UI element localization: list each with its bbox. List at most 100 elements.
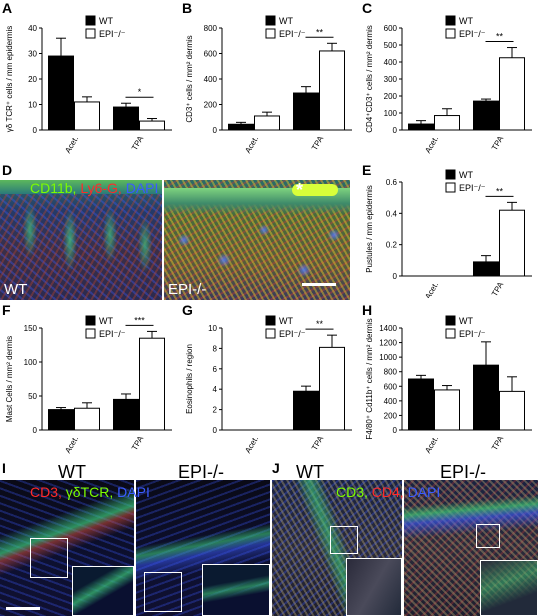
stain-dapi-i: DAPI: [117, 484, 150, 500]
y-tick-label-h-7: 1400: [379, 324, 397, 333]
legend-label-epi-f: EPI⁻/⁻: [99, 329, 126, 339]
category-label-e-1: TPA: [490, 280, 506, 298]
y-tick-label-c-4: 400: [384, 58, 398, 67]
y-tick-label-f-3: 150: [24, 324, 38, 333]
y-tick-label-b-4: 800: [204, 24, 218, 33]
inset-enlarged-i-epi: [202, 564, 270, 616]
y-tick-label-g-3: 6: [213, 365, 218, 374]
legend-label-wt-c: WT: [459, 16, 473, 26]
bar-f-wt-1: [113, 398, 139, 431]
inset-enlarged-j-wt: [346, 558, 402, 616]
inset-enlarged-i-wt: [72, 566, 134, 616]
inset-enlarged-j-epi: [480, 560, 538, 616]
legend-swatch-epi-b: [265, 28, 276, 39]
y-tick-label-g-4: 8: [213, 344, 218, 353]
inset-box-j-epi: [476, 524, 500, 548]
y-tick-label-a-3: 30: [28, 50, 37, 59]
micrograph-j-wt: [272, 480, 402, 616]
legend-label-epi-e: EPI⁻/⁻: [459, 183, 486, 193]
panel-label-a: A: [2, 0, 13, 16]
panel-label-e: E: [362, 162, 372, 178]
micrograph-j-epi: [404, 480, 538, 616]
bar-c-epi-0: [434, 115, 460, 131]
micrograph-i-epi: [136, 480, 270, 616]
stain-ly6g: Ly6-G,: [80, 180, 122, 196]
legend-swatch-wt-a: [85, 15, 96, 26]
y-tick-label-b-1: 200: [204, 101, 218, 110]
panel-label-c: C: [362, 0, 373, 16]
legend-label-epi-b: EPI⁻/⁻: [279, 29, 306, 39]
y-tick-label-h-3: 600: [384, 382, 398, 391]
legend-swatch-wt-g: [265, 315, 276, 326]
panel-label-h: H: [362, 302, 373, 318]
bar-h-epi-0: [434, 389, 460, 431]
stain-cd3-i: CD3,: [30, 484, 62, 500]
significance-label-c: **: [496, 32, 504, 42]
legend-swatch-epi-e: [445, 182, 456, 193]
bar-b-wt-0: [228, 123, 254, 131]
category-label-h-1: TPA: [490, 434, 506, 452]
y-tick-label-c-3: 300: [384, 75, 398, 84]
micro-d-label-wt: WT: [4, 281, 28, 298]
y-tick-label-e-0: 0: [393, 272, 398, 281]
legend-label-wt-b: WT: [279, 16, 293, 26]
y-tick-label-c-2: 200: [384, 92, 398, 101]
legend-swatch-wt-b: [265, 15, 276, 26]
bar-f-epi-1: [139, 337, 165, 431]
y-tick-label-b-3: 600: [204, 50, 218, 59]
y-tick-label-f-0: 0: [33, 426, 38, 435]
chart-g: 0 2 4 6 8 10 Eosinophils / region Acet. TPA ** WT E…: [185, 315, 352, 455]
panel-label-b: B: [182, 0, 193, 16]
y-tick-label-h-0: 0: [393, 426, 398, 435]
legend-swatch-epi-f: [85, 328, 96, 339]
panel-label-f: F: [2, 302, 11, 318]
bar-a-wt-1: [113, 106, 139, 131]
bar-c-epi-1: [499, 57, 525, 131]
inset-box-j-wt: [330, 526, 358, 554]
bar-a-epi-1: [139, 120, 165, 131]
bar-b-epi-1: [319, 50, 345, 131]
significance-label-a: *: [138, 87, 142, 97]
legend-label-wt-e: WT: [459, 170, 473, 180]
y-tick-label-g-2: 4: [213, 385, 218, 394]
pustule-highlight: [292, 184, 338, 196]
stain-dapi-d: DAPI: [125, 180, 159, 196]
y-tick-label-b-0: 0: [213, 126, 218, 135]
significance-label-f: ***: [134, 315, 145, 325]
micro-i-header-epi: EPI-/-: [178, 462, 225, 482]
legend-label-epi-g: EPI⁻/⁻: [279, 329, 306, 339]
inset-box-i-wt: [30, 538, 68, 578]
y-axis-label-h: F4/80⁺ Cd11b⁺ cells / mm² dermis: [365, 318, 374, 439]
micro-d-asterisk: *: [296, 180, 304, 200]
y-tick-label-a-4: 40: [28, 24, 37, 33]
significance-label-e: **: [496, 186, 504, 196]
category-label-c-1: TPA: [490, 134, 506, 152]
legend-swatch-wt-e: [445, 169, 456, 180]
category-label-g-1: TPA: [310, 434, 326, 452]
y-tick-label-c-6: 600: [384, 24, 398, 33]
category-label-c-0: Acet.: [423, 135, 440, 155]
y-tick-label-h-1: 200: [384, 411, 398, 420]
legend-label-wt-f: WT: [99, 316, 113, 326]
chart-a: 0 10 20 30 40 γδ TCR⁺ cells / mm epidermis Ace…: [5, 15, 172, 155]
stain-gdtcr: γδTCR,: [65, 484, 114, 500]
legend-label-wt-h: WT: [459, 316, 473, 326]
bar-c-wt-0: [408, 123, 434, 131]
y-tick-label-e-2: 0.4: [386, 209, 398, 218]
category-label-a-0: Acet.: [63, 135, 80, 155]
stain-dapi-j: DAPI: [407, 484, 441, 500]
panel-label-d: D: [2, 162, 13, 178]
legend-label-epi-c: EPI⁻/⁻: [459, 29, 486, 39]
stain-cd4: CD4,: [371, 484, 404, 500]
scale-bar-i: [6, 607, 40, 610]
y-tick-label-a-1: 10: [28, 101, 37, 110]
significance-label-g: **: [316, 319, 324, 329]
category-label-g-0: Acet.: [243, 435, 260, 455]
chart-b: 0 200 400 600 800 CD3⁺ cells / mm² dermis Acet…: [185, 15, 352, 155]
bar-g-wt-1: [293, 390, 319, 431]
category-label-f-0: Acet.: [63, 435, 80, 455]
y-tick-label-h-5: 1000: [379, 353, 397, 362]
chart-c: 0 100 200 300 400 500 600 CD4⁺CD3⁺ cells / mm² …: [365, 15, 532, 155]
micro-d-label-epi: EPI-/-: [168, 281, 207, 298]
legend-label-wt-a: WT: [99, 16, 113, 26]
